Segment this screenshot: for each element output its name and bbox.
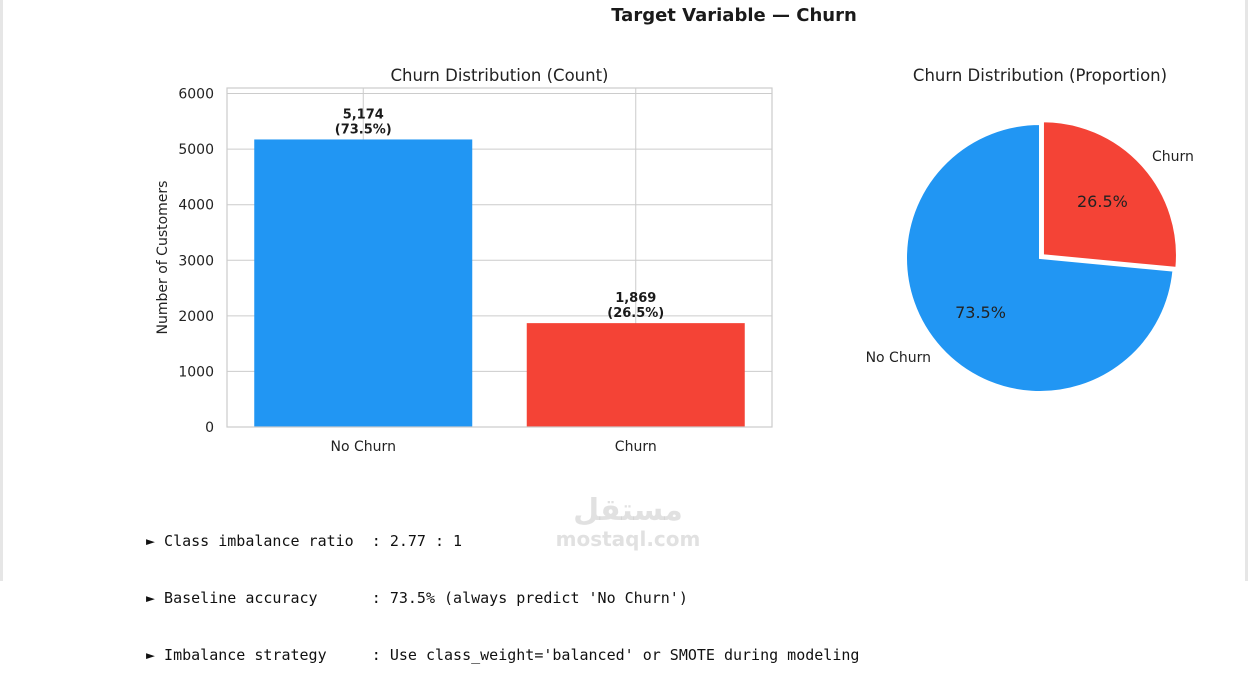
note-line-2: ► Baseline accuracy : 73.5% (always pred… (146, 589, 859, 608)
bar-churn (526, 323, 745, 427)
note-bullet: ► (146, 589, 156, 607)
y-axis-label: Number of Customers (155, 181, 171, 335)
figure-title: Target Variable — Churn (611, 5, 857, 26)
note-bullet: ► (146, 532, 156, 550)
pie-chart-title: Churn Distribution (Proportion) (913, 66, 1167, 85)
y-tick-label: 1000 (178, 364, 214, 380)
y-tick-label: 4000 (178, 198, 214, 214)
pie-category-label: Churn (1152, 149, 1194, 165)
y-tick-label: 2000 (178, 309, 214, 325)
x-tick-label: No Churn (331, 439, 396, 455)
plot-frame (226, 87, 773, 428)
pie-slice-churn (1041, 120, 1178, 270)
y-tick-label: 5000 (178, 142, 214, 158)
note-text: Imbalance strategy : Use class_weight='b… (155, 646, 860, 664)
pie-category-label: No Churn (866, 350, 931, 366)
x-tick-label: Churn (615, 439, 657, 455)
chart-canvas: 0 1000 2000 3000 4000 5000 6000 No Churn Churn 5,… (155, 66, 1194, 455)
note-text: Class imbalance ratio : 2.77 : 1 (155, 532, 463, 550)
y-tick-label: 0 (205, 420, 214, 436)
note-line-1: ► Class imbalance ratio : 2.77 : 1 (146, 532, 859, 551)
bar-data-label: (73.5%) (335, 122, 392, 137)
note-line-3: ► Imbalance strategy : Use class_weight=… (146, 646, 859, 665)
pie-pct-label: 73.5% (955, 303, 1006, 322)
bar-data-label: 1,869 (615, 291, 656, 306)
bar-chart-title: Churn Distribution (Count) (390, 66, 608, 85)
y-tick-label: 3000 (178, 253, 214, 269)
right-border (1245, 0, 1248, 581)
bar-no-churn (254, 139, 473, 428)
bar-data-label: (26.5%) (607, 306, 664, 321)
note-bullet: ► (146, 646, 156, 664)
pie-pct-label: 26.5% (1077, 192, 1128, 211)
notes-block: ► Class imbalance ratio : 2.77 : 1 ► Bas… (146, 494, 859, 684)
bar-data-label: 5,174 (343, 107, 384, 122)
pie-slice-no-churn (905, 122, 1175, 393)
y-tick-label: 6000 (178, 87, 214, 103)
note-text: Baseline accuracy : 73.5% (always predic… (155, 589, 688, 607)
left-border (0, 0, 3, 581)
